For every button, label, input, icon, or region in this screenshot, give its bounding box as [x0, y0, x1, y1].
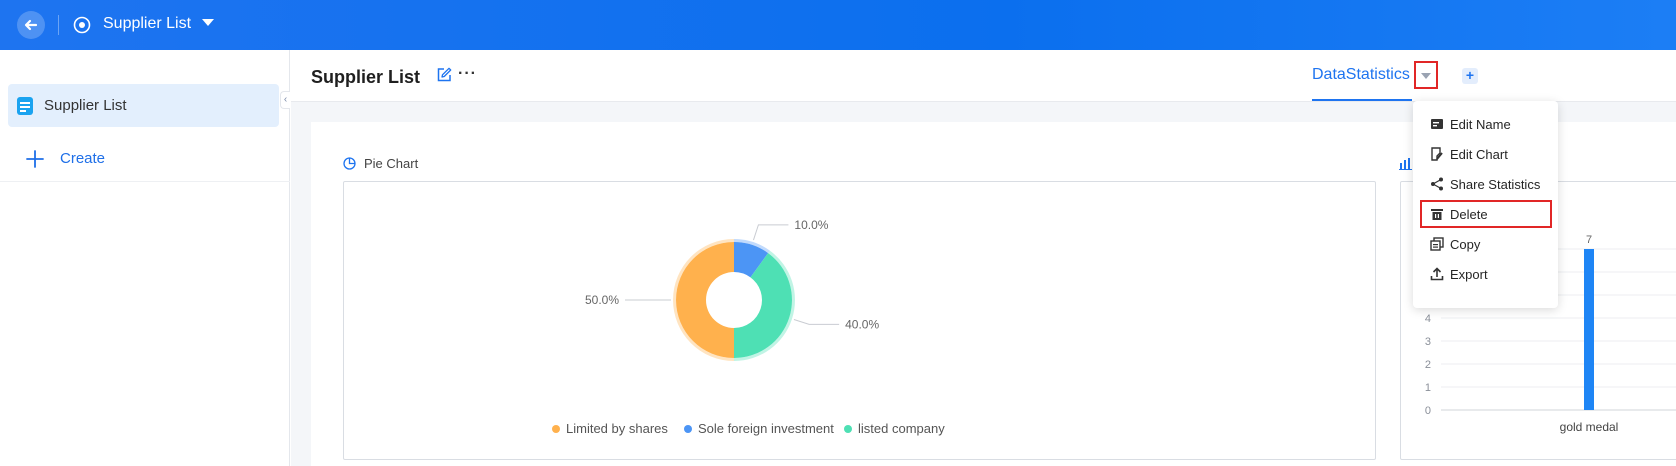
pie-slice[interactable]: [676, 242, 734, 358]
legend-swatch: [552, 425, 560, 433]
menu-item-label: Copy: [1450, 236, 1481, 252]
y-tick-label: 4: [1425, 313, 1431, 325]
menu-item-delete[interactable]: Delete: [1420, 200, 1552, 228]
tab-dropdown-button[interactable]: [1414, 61, 1438, 89]
y-tick-label: 1: [1425, 382, 1431, 394]
pie-leader-line: [752, 224, 789, 241]
legend-swatch: [684, 425, 692, 433]
pie-data-label: 50.0%: [585, 293, 619, 307]
pie-chart-panel: 10.0% 40.0% 50.0%: [343, 181, 1376, 460]
pie-leader-line: [793, 318, 840, 325]
bar[interactable]: [1584, 249, 1594, 410]
pie-data-label: 10.0%: [794, 218, 828, 232]
divider: [0, 181, 290, 182]
legend-label: Sole foreign investment: [698, 421, 834, 436]
pie-data-label: 40.0%: [845, 317, 879, 331]
caret-down-icon: [1421, 73, 1431, 79]
create-button[interactable]: Create: [60, 150, 106, 167]
menu-item-label: Delete: [1450, 206, 1488, 222]
sidebar-item-label[interactable]: Supplier List: [44, 97, 127, 114]
bar-chart-icon: [1399, 158, 1412, 170]
pie-chart-title: Pie Chart: [364, 156, 419, 171]
app-icon: [73, 16, 91, 34]
edit-icon[interactable]: [436, 67, 452, 83]
divider: [58, 15, 59, 35]
menu-item-copy[interactable]: Copy: [1413, 229, 1558, 259]
collapse-sidebar-button[interactable]: ‹: [280, 91, 290, 109]
legend-label: listed company: [858, 421, 945, 436]
arrow-left-icon: [24, 19, 38, 31]
legend-label: Limited by shares: [566, 421, 668, 436]
menu-item-edit-chart[interactable]: Edit Chart: [1413, 139, 1558, 169]
y-tick-label: 0: [1425, 405, 1431, 417]
sidebar: [0, 50, 290, 466]
copy-icon: [1430, 237, 1444, 251]
chevron-down-icon[interactable]: [202, 19, 214, 26]
menu-item-export[interactable]: Export: [1413, 259, 1558, 289]
bar-data-label: 7: [1586, 234, 1592, 246]
page-title: Supplier List: [311, 67, 421, 87]
sidebar-item-supplier-list[interactable]: [8, 84, 279, 127]
pie-slice[interactable]: [734, 242, 769, 278]
y-tick-label: 2: [1425, 359, 1431, 371]
menu-item-label: Export: [1450, 266, 1488, 282]
top-bar: Supplier List: [0, 0, 1676, 50]
trash-icon: [1431, 209, 1443, 220]
export-icon: [1430, 267, 1444, 281]
plus-icon[interactable]: [26, 150, 44, 168]
back-button[interactable]: [17, 11, 45, 39]
legend-swatch: [844, 425, 852, 433]
menu-item-label: Edit Chart: [1450, 146, 1508, 162]
legend-item[interactable]: Limited by shares: [552, 421, 668, 437]
menu-item-label: Share Statistics: [1450, 176, 1541, 192]
y-tick-label: 3: [1425, 336, 1431, 348]
more-options-icon[interactable]: ···: [458, 65, 477, 82]
pie-chart-icon: [343, 157, 356, 170]
menu-item-edit-name[interactable]: Edit Name: [1413, 109, 1558, 139]
pie-slice-halo: [734, 239, 770, 254]
legend-item[interactable]: Sole foreign investment: [684, 421, 834, 437]
share-icon: [1431, 177, 1443, 191]
add-tab-button[interactable]: +: [1462, 68, 1478, 84]
edit-name-icon: [1431, 119, 1443, 129]
edit-chart-icon: [1431, 147, 1443, 161]
tab-datastatistics[interactable]: DataStatistics: [1312, 66, 1410, 83]
app-title[interactable]: Supplier List: [103, 15, 192, 32]
legend-item[interactable]: listed company: [844, 421, 945, 437]
tab-context-menu: Edit Name Edit Chart Share Statistics De…: [1413, 101, 1558, 308]
menu-item-share-statistics[interactable]: Share Statistics: [1413, 169, 1558, 199]
list-doc-icon: [17, 97, 33, 115]
pie-slice[interactable]: [734, 253, 792, 358]
active-tab-indicator: [1312, 99, 1412, 101]
x-tick-label: gold medal: [1560, 420, 1619, 434]
main-header: [291, 50, 1676, 102]
menu-item-label: Edit Name: [1450, 116, 1511, 132]
pie-chart: 10.0% 40.0% 50.0%: [585, 218, 879, 361]
